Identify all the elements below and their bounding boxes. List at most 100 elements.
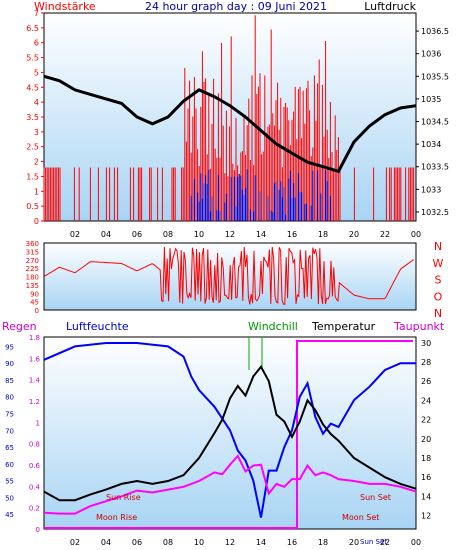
time-axis-tick: 12 [225,230,235,239]
direction-axis-tick: 315 [26,248,39,256]
direction-axis-tick: 270 [26,257,39,265]
time-axis-tick: 02 [70,538,80,547]
time-axis-tick: 10 [194,230,204,239]
rain-axis-tick: 0.2 [29,505,40,513]
time-axis-tick: 08 [163,538,173,547]
wind-axis-tick: 4 [34,98,39,107]
pressure-axis-tick: 1034 [421,140,441,149]
direction-axis-tick: 90 [30,290,39,298]
wind-axis-tick: 0 [34,217,39,226]
rain-axis-tick: 1.4 [29,377,41,385]
time-axis-tick: 04 [101,538,111,547]
humidity-axis-title: Luftfeuchte [66,320,129,333]
wind-axis-tick: 6.5 [26,24,39,33]
time-axis-tick: 10 [194,538,204,547]
humidity-line [43,342,416,518]
pressure-panel-title: Luftdruck [364,0,416,13]
pressure-axis-tick: 1033.5 [421,163,449,172]
rain-axis-tick: 0.8 [29,441,40,449]
time-axis-tick: 06 [132,230,142,239]
temperature-axis-tick: 30 [421,339,431,348]
humidity-axis-tick: 65 [5,444,14,452]
temperature-axis-tick: 14 [421,492,431,501]
pressure-axis-tick: 1035 [421,95,441,104]
time-axis-tick: 20 [349,230,359,239]
temperature-axis-tick: 20 [421,435,431,444]
humidity-axis-tick: 75 [5,411,14,419]
dewpoint-label: Taupunkt [393,320,445,333]
time-axis-tick: 14 [256,230,266,239]
wind-axis-tick: 1.5 [26,172,39,181]
time-axis-tick: 22 [380,538,390,547]
wind-direction-line [43,246,414,305]
humidity-axis-tick: 85 [5,377,14,385]
time-axis-tick: 00 [411,538,421,547]
time-axis-tick: 20 [349,538,359,547]
wind-axis-tick: 7 [34,9,39,18]
rain-axis-tick: 1 [36,419,40,427]
direction-axis-tick: 0 [35,307,39,315]
time-axis-tick: 08 [163,230,173,239]
temperature-axis-tick: 22 [421,416,431,425]
compass-label: N [434,307,442,320]
humidity-axis-tick: 55 [5,478,14,486]
pressure-line [43,74,417,174]
compass-label: O [434,290,443,303]
moonrise-label: Moon Rise [96,513,137,522]
wind-axis-tick: 3 [34,128,39,137]
rain-axis-tick: 0 [36,526,40,534]
humidity-axis-tick: 45 [5,511,14,519]
time-axis-tick: 00 [411,230,421,239]
temperature-axis-tick: 26 [421,377,431,386]
temperature-line [43,364,417,502]
sunrise-label: Sun Rise [106,493,141,502]
compass-label: S [435,274,442,287]
direction-axis-tick: 135 [26,282,39,290]
wind-panel-title: Windstärke [34,0,96,13]
sunset-label-bottom: Sun Set [360,538,387,546]
time-axis-tick: 18 [318,230,328,239]
time-axis-tick: 04 [101,230,111,239]
pressure-axis-tick: 1033 [421,185,441,194]
time-axis-tick: 14 [256,538,266,547]
temperature-axis-tick: 28 [421,358,431,367]
wind-axis-tick: 0.5 [26,202,39,211]
pressure-axis-tick: 1036.5 [421,27,449,36]
direction-axis-tick: 225 [26,265,39,273]
time-axis-tick: 18 [318,538,328,547]
humidity-axis-tick: 50 [5,494,14,502]
humidity-axis-tick: 70 [5,427,14,435]
wind-axis-tick: 4.5 [26,83,39,92]
rain-axis-tick: 0.4 [29,483,41,491]
humidity-axis-tick: 60 [5,461,14,469]
temperature-axis-tick: 24 [421,396,431,405]
temperature-axis-tick: 18 [421,454,431,463]
rain-axis-tick: 0.6 [29,462,41,470]
wind-axis-tick: 2.5 [26,143,39,152]
direction-axis-tick: 360 [26,240,39,248]
pressure-axis-tick: 1034.5 [421,118,449,127]
time-axis-tick: 06 [132,538,142,547]
humidity-axis-tick: 90 [5,360,14,368]
rain-axis-title: Regen [2,320,37,333]
dewpoint-line [43,454,417,515]
humidity-axis-tick: 95 [5,343,14,351]
time-axis-tick: 16 [287,230,297,239]
temperature-axis-tick: 12 [421,512,431,521]
rain-axis-tick: 1.8 [29,334,40,342]
moonset-label: Moon Set [342,513,379,522]
sunset-label: Sun Set [360,493,391,502]
wind-axis-tick: 3.5 [26,113,39,122]
temperature-axis-tick: 16 [421,473,431,482]
pressure-axis-tick: 1035.5 [421,72,449,81]
rain-axis-tick: 1.2 [29,398,40,406]
time-axis-tick: 22 [380,230,390,239]
graph-date-title: 24 hour graph day : 09 Juni 2021 [145,0,327,13]
wind-speed-bars [43,15,415,221]
time-axis-tick: 12 [225,538,235,547]
windchill-label: Windchill [248,320,298,333]
pressure-axis-tick: 1036 [421,50,441,59]
direction-axis-tick: 45 [30,299,39,307]
pressure-axis-tick: 1032.5 [421,208,449,217]
